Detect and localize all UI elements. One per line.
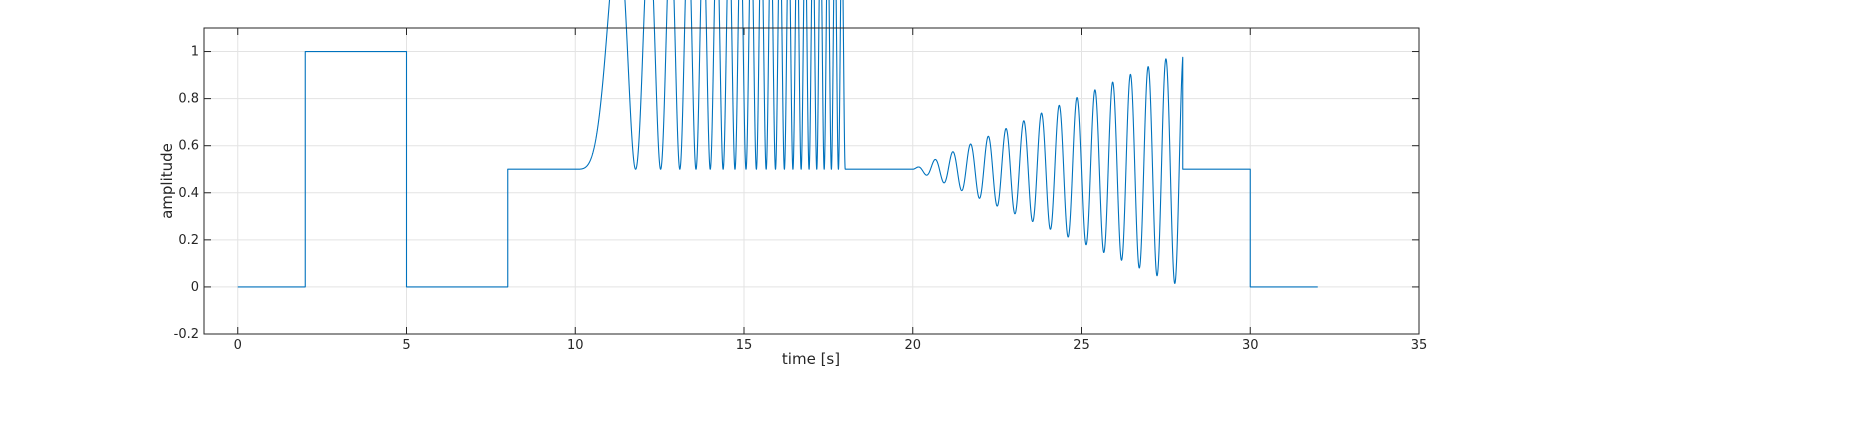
x-tick-label: 25 xyxy=(1073,338,1090,353)
y-tick-label: 0 xyxy=(191,280,199,295)
x-tick-label: 0 xyxy=(234,338,242,353)
y-tick-label: 0.8 xyxy=(178,92,199,107)
x-tick-label: 20 xyxy=(904,338,921,353)
plot-background xyxy=(204,28,1419,334)
x-axis-label: time [s] xyxy=(782,350,840,368)
y-tick-label: 0.6 xyxy=(178,139,199,154)
y-tick-label: 0.2 xyxy=(178,233,199,248)
y-tick-label: 0.4 xyxy=(178,186,199,201)
x-tick-label: 15 xyxy=(736,338,753,353)
y-axis-label: amplitude xyxy=(158,143,176,219)
plot-frame xyxy=(203,27,1420,335)
tick-labels: 0 5 10 15 20 25 30 35 -0.2 0 0.2 0.4 0.6 0.8 1 xyxy=(174,45,1428,353)
y-tick-label: 1 xyxy=(191,45,199,60)
x-tick-label: 30 xyxy=(1242,338,1259,353)
x-tick-label: 35 xyxy=(1411,338,1428,353)
y-tick-label: -0.2 xyxy=(174,327,199,342)
x-tick-label: 5 xyxy=(402,338,410,353)
series-line xyxy=(237,0,1318,288)
x-tick-label: 10 xyxy=(567,338,584,353)
